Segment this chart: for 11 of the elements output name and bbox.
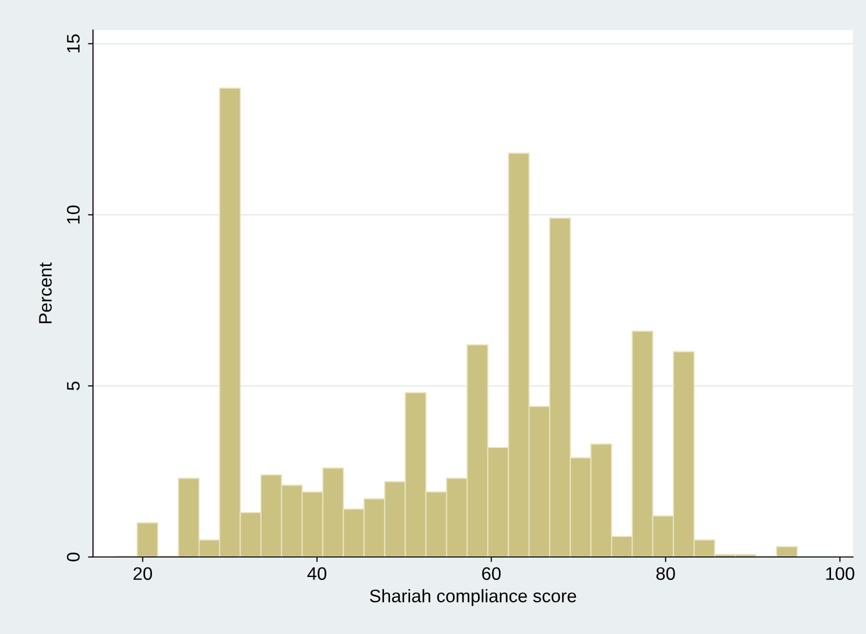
x-tick-label: 20 <box>134 567 152 580</box>
y-tick-label: 0 <box>66 552 80 562</box>
y-tick-label: 15 <box>67 34 80 52</box>
y-axis-title: Percent <box>39 262 52 324</box>
x-tick-label: 40 <box>307 567 326 580</box>
x-axis-title: Shariah compliance score <box>370 589 576 606</box>
x-tick-label: 80 <box>656 567 675 580</box>
x-tick-label: 100 <box>826 567 854 580</box>
x-tick-label: 60 <box>482 567 501 580</box>
y-tick-label: 5 <box>67 382 80 390</box>
y-tick-label: 10 <box>66 205 80 224</box>
